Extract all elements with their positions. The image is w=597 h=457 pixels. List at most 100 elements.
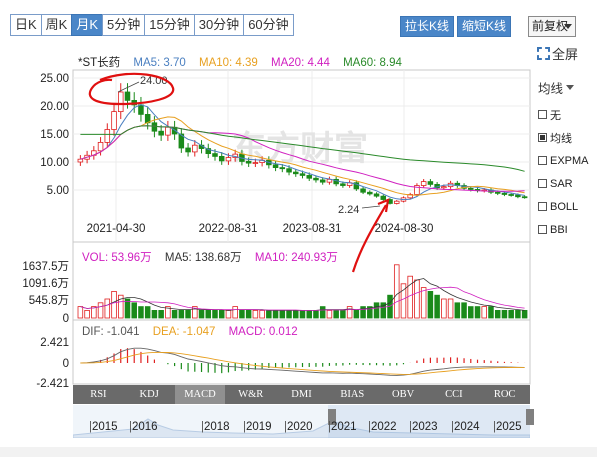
option-sar[interactable]: SAR xyxy=(538,172,597,195)
chevron-down-icon xyxy=(564,24,572,29)
candle-body xyxy=(353,182,360,190)
dea-line xyxy=(80,351,525,375)
volume-bar xyxy=(508,309,514,319)
date-tick-label: 2023-08-31 xyxy=(283,223,342,235)
volume-bar xyxy=(393,264,400,319)
ma60-value: MA60: 8.94 xyxy=(343,57,402,69)
price-adjust-select[interactable]: 前复权 xyxy=(528,16,576,37)
tab-wr[interactable]: W&R xyxy=(238,389,264,400)
tab-macd[interactable]: MACD xyxy=(174,385,226,404)
axis-layer: 25.00 20.00 15.00 10.00 5.00 2021-04-30 2022-0… xyxy=(22,73,433,390)
year-label: 2016 xyxy=(129,421,158,433)
vol-value: VOL: 53.96万 xyxy=(82,252,152,264)
fullscreen-button[interactable]: 全屏 xyxy=(537,44,578,63)
main-legend: *ST长药 MA5: 3.70 MA10: 4.39 MA20: 4.44 MA… xyxy=(78,54,412,70)
option-none[interactable]: 无 xyxy=(538,103,597,126)
volume-bar xyxy=(340,309,346,319)
tab-dmi[interactable]: DMI xyxy=(291,389,312,400)
low-price-label: 2.24 xyxy=(338,204,359,216)
volume-bar xyxy=(468,306,474,319)
year-label: 2018 xyxy=(201,421,230,433)
option-ma-label: 均线 xyxy=(550,132,572,145)
volume-bar xyxy=(198,309,205,319)
volume-bar xyxy=(420,287,427,319)
ma-layer xyxy=(80,104,525,201)
volume-bar xyxy=(319,306,326,319)
candle-body xyxy=(441,186,447,189)
volume-bar xyxy=(259,309,265,319)
period-15min-button[interactable]: 15分钟 xyxy=(144,14,195,36)
tab-cci[interactable]: CCI xyxy=(445,389,463,400)
option-boll-label: BOLL xyxy=(550,200,579,213)
period-week-button[interactable]: 周K xyxy=(40,14,73,36)
tab-kdj[interactable]: KDJ xyxy=(139,389,159,400)
ma10-value: MA10: 4.39 xyxy=(199,57,258,69)
date-tick-label: 2021-04-30 xyxy=(87,223,146,235)
candle-body xyxy=(77,158,84,163)
candle-body xyxy=(340,183,346,186)
candle-body xyxy=(468,187,474,190)
volume-bar xyxy=(373,302,380,319)
volume-bar xyxy=(111,290,117,319)
candle-body xyxy=(151,122,158,132)
volume-bar xyxy=(212,309,218,319)
option-expma[interactable]: EXPMA xyxy=(538,149,597,172)
volume-bar xyxy=(353,309,360,319)
tab-obv[interactable]: OBV xyxy=(391,389,415,400)
volume-bar xyxy=(252,309,259,319)
shorten-kline-button[interactable]: 缩短K线 xyxy=(457,16,512,37)
volume-bar xyxy=(461,302,467,319)
option-ma[interactable]: 均线 xyxy=(538,126,597,149)
volume-legend: VOL: 53.96万 MA5: 138.68万 MA10: 240.93万 xyxy=(82,249,348,265)
volume-bar xyxy=(521,309,528,319)
period-day-button[interactable]: 日K xyxy=(10,14,42,36)
candle-body xyxy=(427,181,434,185)
volume-bar xyxy=(434,294,440,319)
volume-bar xyxy=(481,306,488,319)
lengthen-kline-button[interactable]: 拉长K线 xyxy=(400,16,455,37)
volume-bar xyxy=(171,309,178,319)
volume-bar xyxy=(178,309,185,319)
volume-bar xyxy=(266,309,272,319)
timeline-left-handle[interactable] xyxy=(328,409,336,425)
volume-tick-label: 1637.5万 xyxy=(22,261,69,273)
volume-bar xyxy=(333,309,339,319)
period-month-button[interactable]: 月K xyxy=(71,14,104,36)
tab-roc[interactable]: ROC xyxy=(493,389,516,400)
year-label: 2020 xyxy=(284,421,313,433)
annotation-circle xyxy=(88,72,175,106)
volume-layer xyxy=(77,264,528,319)
tab-rsi[interactable]: RSI xyxy=(90,389,107,400)
candle-body xyxy=(293,171,299,175)
timeline-right-handle[interactable] xyxy=(526,409,534,425)
tab-bias[interactable]: BIAS xyxy=(340,389,365,400)
indicator-tabs: RSI KDJ MACD W&R DMI BIAS OBV CCI ROC xyxy=(73,385,530,404)
candle-body xyxy=(138,104,144,115)
candle-body xyxy=(380,195,387,200)
vol-ma10-value: MA10: 240.93万 xyxy=(254,252,338,264)
period-60min-button[interactable]: 60分钟 xyxy=(243,14,294,36)
option-boll[interactable]: BOLL xyxy=(538,195,597,218)
dif-line xyxy=(80,347,525,376)
volume-bar xyxy=(151,309,158,319)
volume-bar xyxy=(306,309,312,319)
ma60-line xyxy=(80,125,525,172)
ma5-value: MA5: 3.70 xyxy=(133,57,186,69)
candle-body xyxy=(218,155,225,162)
option-bbi[interactable]: BBI xyxy=(538,218,597,241)
volume-bar xyxy=(346,306,353,319)
year-label: 2015 xyxy=(89,421,118,433)
volume-bar xyxy=(367,306,373,319)
volume-bar xyxy=(286,309,292,319)
high-price-pointer xyxy=(117,81,140,93)
ma5-line xyxy=(80,104,525,201)
volume-bar xyxy=(488,306,494,319)
volume-bar xyxy=(77,306,84,319)
candle-body xyxy=(508,194,514,196)
date-tick-label: 2024-08-30 xyxy=(375,223,434,235)
period-30min-button[interactable]: 30分钟 xyxy=(193,14,245,36)
ma-options-title[interactable]: 均线 xyxy=(538,78,597,97)
timeline-year-labels: 2015 2016 2018 2019 2020 2021 2022 2023 … xyxy=(73,421,533,435)
candle-body xyxy=(521,196,528,199)
